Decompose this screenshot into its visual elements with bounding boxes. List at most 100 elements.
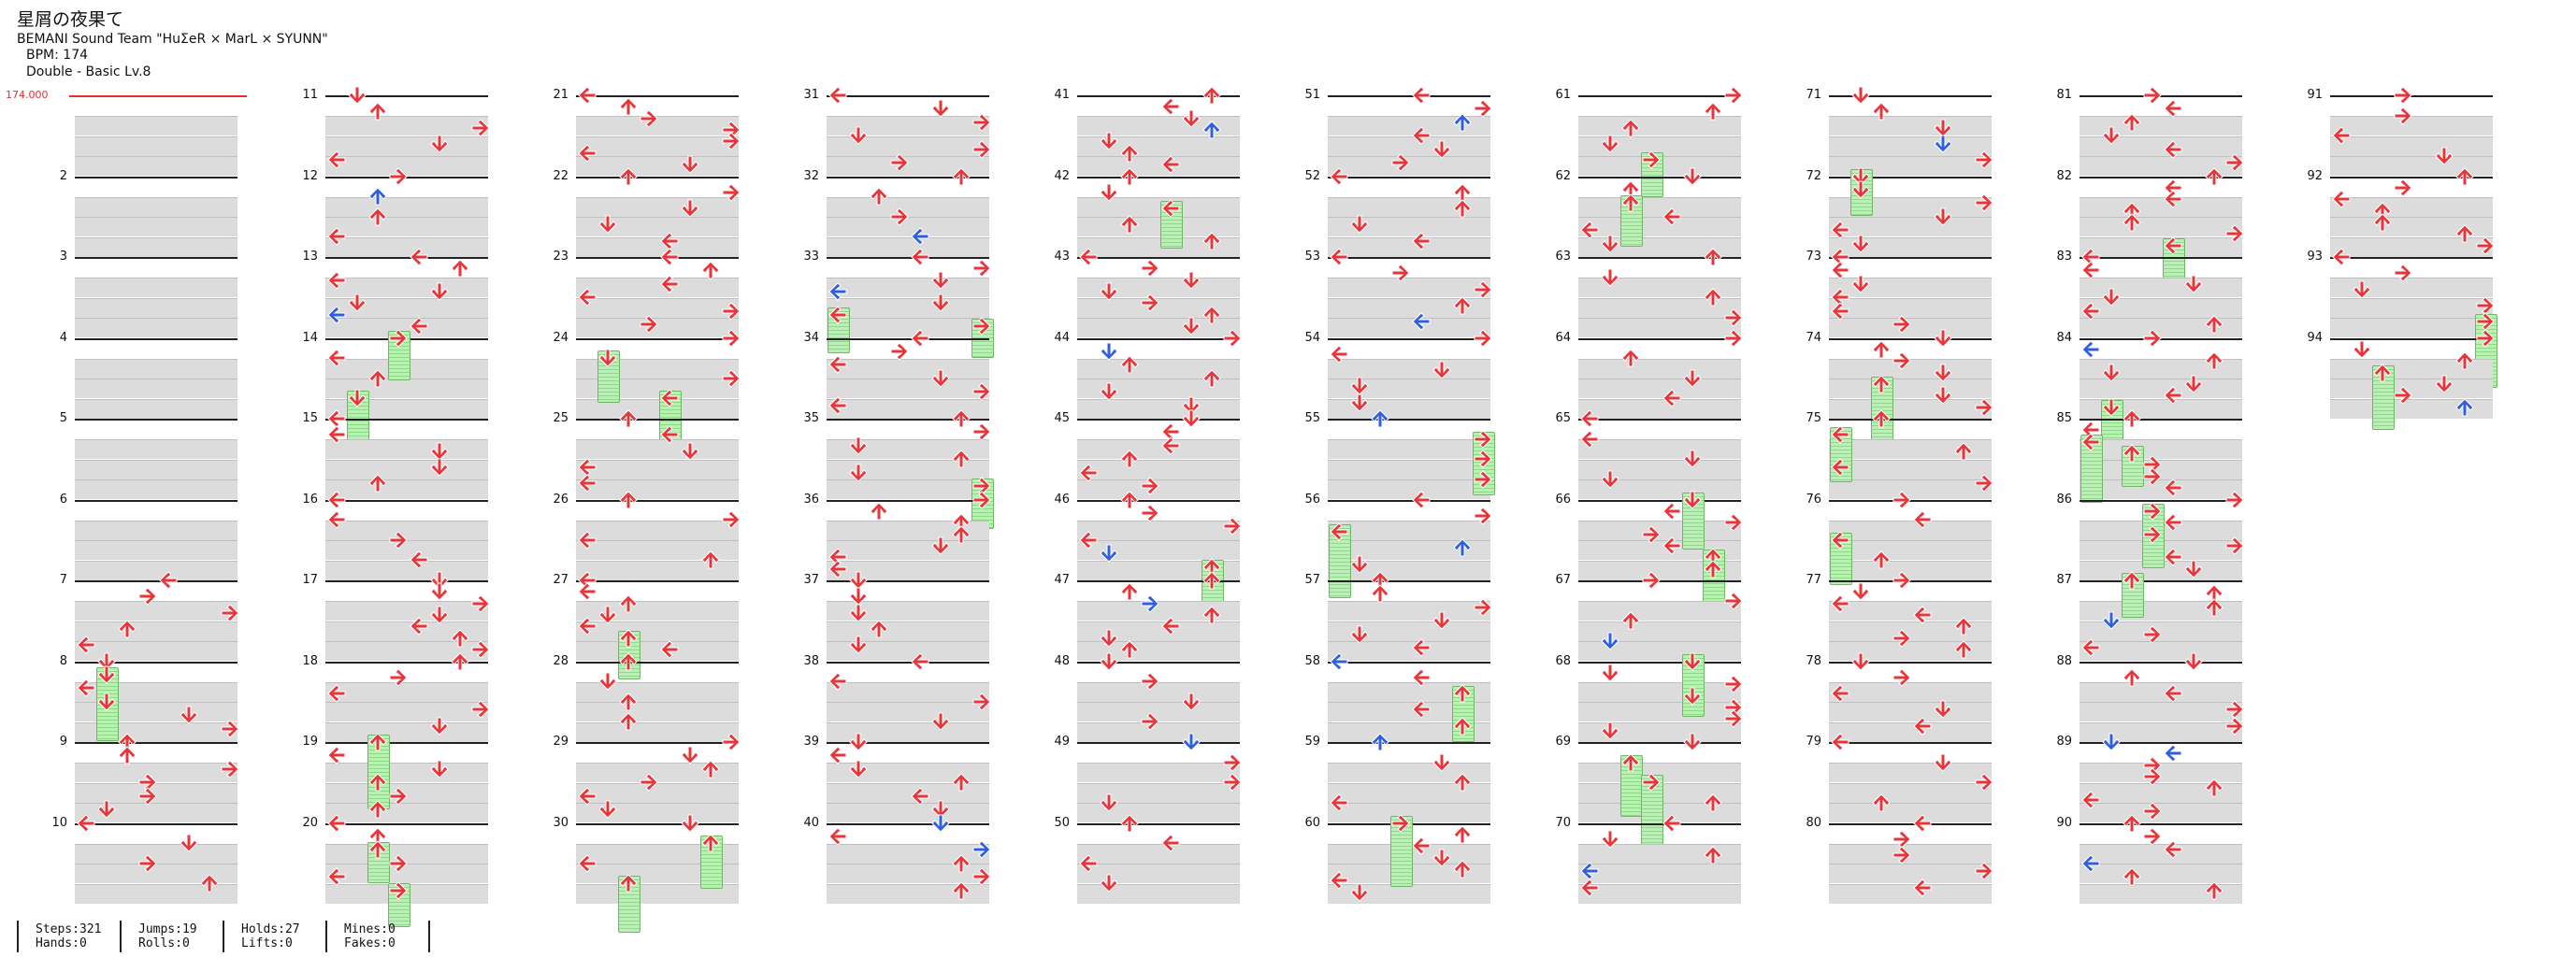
arrow-right-icon <box>971 421 993 443</box>
beat-stripe <box>2330 358 2493 379</box>
arrow-right-icon <box>2223 151 2246 174</box>
arrow-down-icon <box>847 585 870 607</box>
arrow-right-icon <box>2392 105 2414 127</box>
beat-stripe <box>827 236 989 257</box>
measure-number: 31 <box>803 88 819 102</box>
measure-number: 23 <box>553 250 568 264</box>
arrow-down-icon <box>95 798 118 821</box>
arrow-left-icon <box>2330 188 2353 210</box>
arrow-up-icon <box>1870 792 1892 814</box>
mines-count: Mines:0 <box>344 922 396 936</box>
measure-line <box>576 419 739 421</box>
arrow-down-icon <box>428 580 451 603</box>
beat-stripe <box>1578 621 1741 641</box>
beat-stripe <box>1077 540 1240 560</box>
arrow-up-icon <box>1369 407 1391 430</box>
step-chart: 2 3 4 5 6 7 8 9 10 11 12 13 14 15 16 17 18 19 20 21 22 23 24 25… <box>6 84 2497 934</box>
arrow-right-icon <box>1640 569 1662 592</box>
beat-stripe <box>827 864 989 883</box>
measure-line <box>827 257 989 259</box>
measure-line <box>827 176 989 179</box>
beat-stripe <box>827 136 989 156</box>
arrow-up-icon <box>1870 338 1892 361</box>
arrow-down-icon <box>1932 698 1954 721</box>
arrow-up-icon <box>617 650 640 673</box>
arrow-up-icon <box>1118 638 1141 661</box>
arrow-down-icon <box>1599 266 1621 289</box>
measure-number: 65 <box>1555 411 1571 425</box>
measure-number: 30 <box>553 815 568 830</box>
arrow-left-icon <box>1661 812 1683 835</box>
arrow-left-icon <box>325 269 348 292</box>
arrow-left-icon <box>1578 219 1601 241</box>
beat-stripe <box>1829 116 1992 136</box>
arrow-down-icon <box>1348 623 1371 646</box>
arrow-up-icon <box>1870 407 1892 430</box>
beat-stripe <box>1829 621 1992 641</box>
measure-line <box>1829 580 1992 582</box>
arrow-down-icon <box>428 715 451 737</box>
measure-line <box>1077 580 1240 582</box>
arrow-left-icon <box>576 852 598 875</box>
arrow-left-icon <box>1077 462 1100 484</box>
arrow-up-icon <box>1619 609 1642 632</box>
measure-line <box>1578 95 1741 97</box>
arrow-up-icon <box>2121 407 2143 430</box>
arrow-down-icon <box>1681 367 1704 390</box>
arrow-right-icon <box>137 852 159 875</box>
measure-line <box>827 661 989 664</box>
arrow-left-icon <box>1410 666 1432 689</box>
arrow-up-icon <box>367 731 389 753</box>
arrow-left-icon <box>1829 219 1851 241</box>
arrow-down-icon <box>1599 468 1621 491</box>
beat-stripe <box>1077 560 1240 580</box>
arrow-up-icon <box>2203 777 2225 799</box>
measure-line <box>2080 419 2242 421</box>
measure-number: 50 <box>1054 815 1070 830</box>
beat-stripe <box>75 136 237 156</box>
measure-line <box>2330 257 2493 259</box>
arrow-down-icon <box>847 758 870 780</box>
beat-stripe <box>1578 217 1741 236</box>
arrow-up-icon <box>950 852 972 875</box>
arrow-left-icon <box>2330 246 2353 268</box>
measure-line <box>1328 419 1490 421</box>
arrow-left-icon <box>2080 300 2102 322</box>
arrow-down-icon <box>1599 630 1621 652</box>
arrow-up-icon <box>1118 353 1141 376</box>
arrow-right-icon <box>638 313 660 336</box>
measure-line <box>576 499 739 502</box>
arrow-left-icon <box>2330 124 2353 147</box>
arrow-up-icon <box>617 710 640 733</box>
arrow-down-icon <box>1180 691 1202 713</box>
arrow-up-icon <box>950 448 972 470</box>
arrow-left-icon <box>1911 812 1934 835</box>
arrow-up-icon <box>1451 111 1474 134</box>
arrow-left-icon <box>2162 138 2184 161</box>
measure-number: 84 <box>2056 330 2072 345</box>
measure-number: 18 <box>302 653 318 668</box>
arrow-down-icon <box>1098 130 1120 152</box>
measure-line <box>1578 499 1741 502</box>
beat-stripe <box>1578 196 1741 217</box>
arrow-up-icon <box>1952 615 1975 637</box>
beat-stripe <box>2080 196 2242 217</box>
arrow-right-icon <box>2141 84 2164 107</box>
arrow-left-icon <box>1328 521 1350 543</box>
measure-number: 27 <box>553 573 568 587</box>
arrow-down-icon <box>95 691 118 713</box>
arrow-down-icon <box>1681 685 1704 707</box>
jumps-count: Jumps:19 <box>138 922 197 936</box>
arrow-left-icon <box>2162 838 2184 861</box>
beat-stripe <box>325 297 488 318</box>
arrow-right-icon <box>1891 569 1913 592</box>
arrow-right-icon <box>1891 844 1913 866</box>
chart-stats: Steps:321 Hands:0 Jumps:19 Rolls:0 Holds… <box>17 921 430 952</box>
arrow-left-icon <box>2162 511 2184 534</box>
measure-number: 62 <box>1555 168 1571 183</box>
measure-number: 74 <box>1806 330 1821 345</box>
arrow-right-icon <box>1640 149 1662 171</box>
measure-line <box>1578 661 1741 664</box>
beat-stripe <box>1829 803 1992 822</box>
beat-stripe <box>1077 520 1240 540</box>
